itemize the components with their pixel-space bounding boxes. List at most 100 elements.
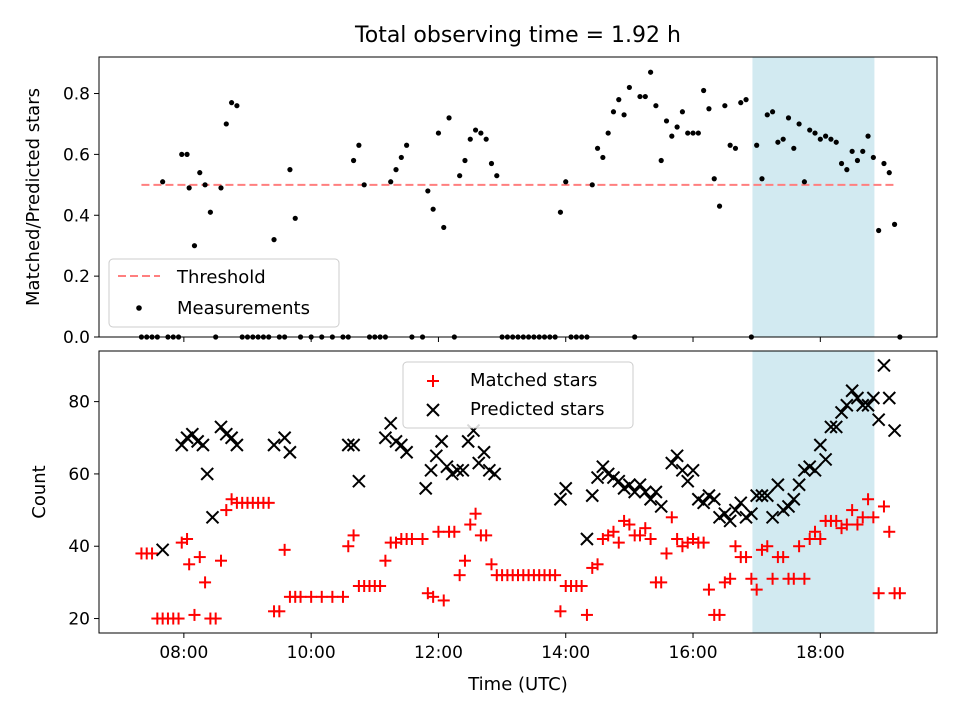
predicted-star-point-b — [649, 485, 663, 499]
predicted-star-point — [850, 391, 865, 405]
top-axes-frame — [98, 56, 938, 338]
matched-star-point — [793, 540, 806, 553]
predicted-star-point-b — [440, 459, 454, 474]
measurement-point — [695, 130, 701, 136]
predicted-star-point — [352, 474, 366, 488]
predicted-star-point — [856, 398, 870, 412]
matched-star-point — [623, 518, 636, 531]
predicted-star-point-b — [866, 391, 881, 405]
predicted-star-point-b — [434, 434, 449, 449]
predicted-star-point — [378, 431, 393, 445]
top-x-ticks — [183, 337, 821, 342]
bottom-y-ticks: 20 40 60 80 — [68, 393, 99, 630]
measurement-point — [876, 227, 882, 234]
measurement-point — [769, 109, 776, 115]
predicted-star-point — [429, 449, 444, 463]
bottom-highlight-band — [752, 351, 875, 633]
matched-star-point — [146, 547, 159, 560]
top-y-tick-label: 0.0 — [63, 328, 90, 348]
predicted-star-point-b — [808, 463, 822, 478]
matched-star-point — [453, 569, 466, 582]
predicted-star-point — [882, 391, 896, 405]
predicted-star-point — [399, 445, 414, 459]
matched-star-point — [326, 590, 339, 603]
predicted-star-point — [638, 485, 652, 499]
measurement-point — [706, 106, 712, 112]
top-highlight-band — [752, 57, 875, 337]
predicted-star-point — [155, 543, 170, 557]
predicted-star-point-b — [559, 481, 573, 496]
measurement-point — [472, 127, 479, 133]
measurement-point — [844, 167, 850, 173]
predicted-star-point-b — [834, 405, 849, 420]
measurement-point — [191, 243, 198, 249]
predicted-star-point — [553, 492, 568, 506]
matched-star-point — [809, 525, 822, 538]
x-tick-label: 14:00 — [541, 643, 590, 663]
predicted-star-point — [866, 391, 881, 405]
top-y-ticks: 0.0 0.2 0.4 0.6 0.8 — [63, 85, 99, 348]
bottom-y-tick-label: 60 — [68, 465, 90, 485]
measurement-point — [184, 151, 190, 157]
predicted-star-point — [696, 496, 711, 510]
predicted-star-point-b — [622, 478, 637, 492]
matched-star-point — [713, 608, 726, 621]
predicted-star-point — [781, 499, 796, 514]
matched-star-point — [405, 533, 418, 545]
measurement-point — [350, 157, 357, 164]
matched-star-point — [469, 507, 482, 520]
measurement-point — [616, 97, 622, 103]
predicted-star-point — [760, 488, 774, 503]
predicted-star-point — [622, 478, 637, 492]
measurement-point — [727, 142, 733, 148]
measurement-point — [807, 127, 813, 133]
measurement-point — [494, 173, 500, 179]
matched-star-point — [273, 605, 286, 618]
predicted-star-point-b — [861, 398, 875, 412]
measurement-point — [663, 118, 670, 124]
matched-star-point — [702, 583, 715, 596]
predicted-star-point — [472, 456, 486, 470]
predicted-star-point — [755, 488, 769, 503]
measurement-point — [435, 130, 442, 136]
measurement-point — [218, 185, 224, 191]
measurement-point — [759, 176, 765, 182]
bottom-x-ticks: 08:00 10:00 12:00 14:00 16:00 18:00 — [159, 633, 845, 663]
top-y-tick-label: 0.4 — [63, 206, 90, 226]
measurement-point — [780, 136, 786, 142]
matched-star-point — [278, 543, 291, 556]
predicted-star-point-b — [205, 510, 220, 525]
predicted-star-point — [477, 445, 491, 459]
matched-star-point — [851, 518, 864, 531]
predicted-star-point-b — [190, 434, 205, 449]
predicted-star-point-b — [346, 438, 361, 452]
predicted-star-point — [792, 478, 806, 492]
measurement-point — [637, 93, 643, 100]
measurement-point — [881, 160, 887, 167]
measurement-point — [600, 154, 606, 161]
measurement-point — [828, 136, 834, 142]
predicted-star-point — [200, 467, 214, 481]
matched-star-point — [766, 572, 779, 585]
matched-star-point — [671, 533, 684, 545]
matched-star-point — [840, 518, 853, 531]
measurement-point — [488, 160, 495, 167]
predicted-star-point — [861, 398, 875, 412]
predicted-star-point-b — [185, 427, 200, 441]
measurement-point — [870, 154, 876, 161]
predicted-star-point-b — [691, 492, 706, 506]
predicted-star-point-b — [840, 398, 854, 412]
predicted-star-point — [214, 420, 228, 434]
matched-star-point — [580, 608, 593, 621]
predicted-star-point — [450, 463, 465, 478]
predicted-star-point-b — [601, 467, 615, 481]
measurement-point — [849, 148, 855, 154]
predicted-star-point-b — [675, 463, 690, 478]
measurement-point — [388, 179, 394, 185]
predicted-star-point-b — [277, 431, 292, 445]
figure-title: Total observing time = 1.92 h — [354, 23, 681, 48]
predicted-star-point-b — [829, 420, 843, 434]
measurement-point — [716, 203, 723, 209]
